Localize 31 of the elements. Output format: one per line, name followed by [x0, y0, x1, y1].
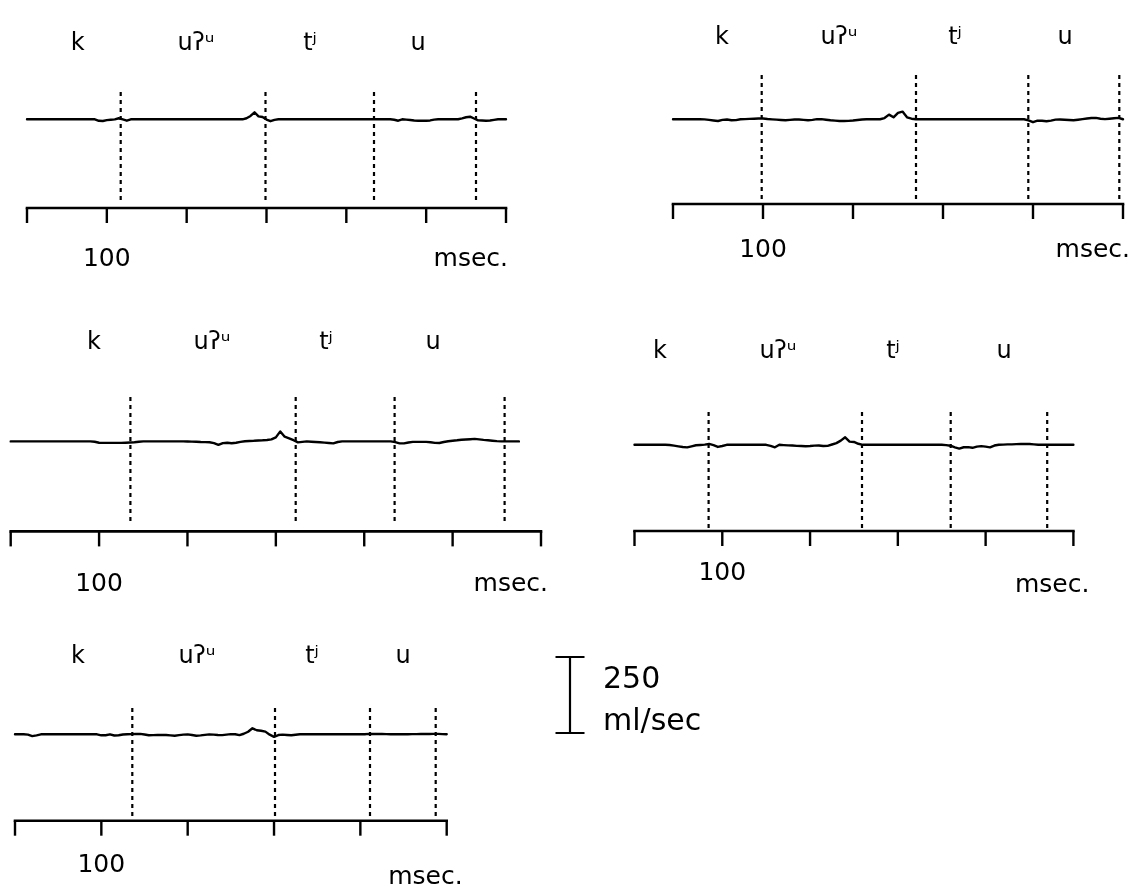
- text: k: [70, 28, 85, 56]
- text: u: [410, 28, 426, 56]
- text: tʲ: [886, 336, 900, 364]
- text: uʔᵘ: [759, 336, 797, 364]
- text: tʲ: [303, 28, 317, 56]
- x-axis-title: msec.: [1055, 234, 1130, 263]
- text: uʔᵘ: [177, 28, 215, 56]
- text: 250 ml/sec: [603, 660, 702, 737]
- text: 100: [75, 568, 123, 598]
- text: u: [395, 641, 411, 669]
- text: 100: [739, 234, 787, 263]
- x-axis-title: msec.: [1014, 569, 1090, 598]
- text: k: [87, 327, 102, 355]
- text: uʔᵘ: [178, 641, 216, 669]
- text: uʔᵘ: [820, 22, 858, 50]
- text: tʲ: [948, 22, 962, 50]
- text: u: [1057, 22, 1073, 50]
- text: 100: [698, 557, 747, 586]
- text: u: [996, 336, 1012, 364]
- text: u: [425, 327, 441, 355]
- text: 100: [77, 848, 126, 878]
- text: uʔᵘ: [193, 327, 231, 355]
- x-axis-title: msec.: [433, 243, 508, 272]
- x-axis-title: msec.: [473, 568, 548, 598]
- text: tʲ: [319, 327, 333, 355]
- text: 100: [82, 243, 131, 272]
- text: k: [71, 641, 86, 669]
- text: tʲ: [305, 641, 319, 669]
- text: k: [715, 22, 730, 50]
- x-axis-title: msec.: [388, 860, 463, 889]
- text: k: [653, 336, 668, 364]
